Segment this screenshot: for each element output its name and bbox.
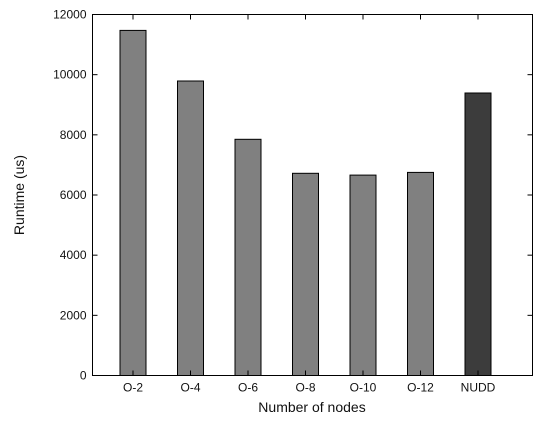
y-axis-label: Runtime (us)	[11, 155, 27, 235]
y-tick-label: 0	[80, 369, 87, 383]
y-tick-label: 12000	[53, 8, 87, 22]
x-tick-label: O-8	[295, 381, 315, 395]
bar-o-10	[349, 174, 377, 376]
plot-frame	[92, 14, 533, 376]
bar-nudd	[464, 92, 492, 376]
y-tick-label: 4000	[60, 248, 87, 262]
x-tick-label: NUDD	[461, 381, 496, 395]
bar-o-8	[292, 172, 319, 376]
x-tick-label: O-6	[238, 381, 258, 395]
bar-o-6	[234, 138, 262, 376]
x-tick-label: O-12	[407, 381, 434, 395]
y-axis-ticks: 0 2000 4000 6000 8000 10000 12000	[53, 8, 533, 383]
bar-o-2	[119, 29, 147, 377]
y-tick-label: 8000	[60, 128, 87, 142]
x-tick-label: O-2	[123, 381, 143, 395]
x-tick-label: O-4	[180, 381, 200, 395]
y-tick-label: 10000	[53, 68, 87, 82]
x-axis-ticks: O-2 O-4 O-6 O-8 O-10 O-12 NUDD	[123, 14, 496, 395]
y-tick-label: 2000	[60, 308, 87, 322]
bar-o-4	[177, 80, 204, 376]
bar-o-12	[407, 171, 434, 376]
x-axis-label: Number of nodes	[258, 399, 365, 415]
y-tick-label: 6000	[60, 188, 87, 202]
bars-group	[119, 29, 492, 377]
x-tick-label: O-10	[350, 381, 377, 395]
